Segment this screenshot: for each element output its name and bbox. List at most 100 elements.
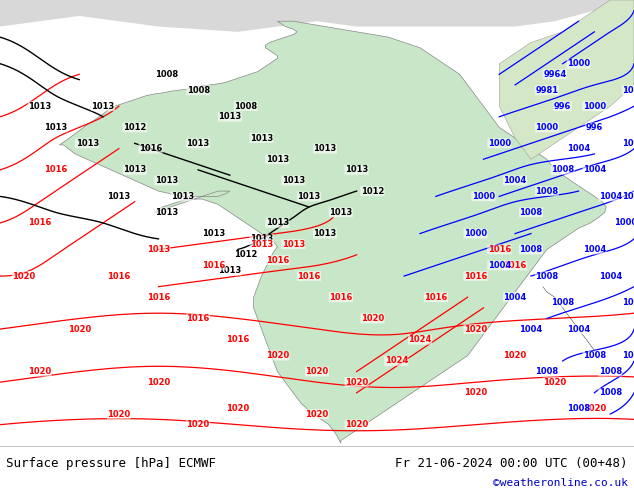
- Text: 1008: 1008: [623, 192, 634, 201]
- Text: 1020: 1020: [464, 324, 487, 334]
- Text: 1020: 1020: [226, 404, 249, 413]
- Text: 1013: 1013: [623, 86, 634, 95]
- Text: 1012: 1012: [234, 250, 257, 259]
- Text: 1013: 1013: [44, 123, 67, 132]
- Text: 1013: 1013: [155, 208, 178, 217]
- Text: 1004: 1004: [503, 293, 527, 302]
- Text: 1013: 1013: [281, 240, 305, 249]
- Text: 1013: 1013: [313, 229, 337, 238]
- Text: 1013: 1013: [250, 133, 273, 143]
- Text: 1013: 1013: [91, 101, 115, 111]
- Text: 1016: 1016: [107, 271, 131, 281]
- Text: 1016: 1016: [226, 335, 249, 344]
- Text: 1016: 1016: [139, 144, 162, 153]
- Text: 1020: 1020: [583, 404, 606, 413]
- Text: 1004: 1004: [583, 165, 606, 174]
- Text: 1008: 1008: [535, 271, 559, 281]
- Text: 1008: 1008: [583, 351, 606, 360]
- Text: 1008: 1008: [551, 298, 574, 307]
- Text: 1013: 1013: [218, 266, 242, 275]
- Text: 1013: 1013: [202, 229, 226, 238]
- Polygon shape: [500, 0, 634, 159]
- Text: 1013: 1013: [623, 139, 634, 148]
- Text: 1016: 1016: [464, 271, 487, 281]
- Text: 1020: 1020: [345, 378, 368, 387]
- Text: 1016: 1016: [503, 261, 527, 270]
- Text: 1020: 1020: [361, 314, 384, 323]
- Text: 1013: 1013: [147, 245, 170, 254]
- Text: 1008: 1008: [234, 101, 257, 111]
- Text: 1013: 1013: [218, 112, 242, 122]
- Text: 1013: 1013: [329, 208, 353, 217]
- Text: 1020: 1020: [28, 367, 51, 376]
- Text: 9981: 9981: [535, 86, 559, 95]
- Text: 1020: 1020: [464, 388, 487, 397]
- Text: 1000: 1000: [567, 59, 590, 68]
- Text: 1004: 1004: [567, 324, 590, 334]
- Text: 1008: 1008: [598, 388, 622, 397]
- Text: 1004: 1004: [519, 324, 543, 334]
- Text: 1013: 1013: [297, 192, 321, 201]
- Text: 1013: 1013: [107, 192, 131, 201]
- Text: 1012: 1012: [361, 187, 384, 196]
- Text: 1008: 1008: [535, 367, 559, 376]
- Text: 1000: 1000: [623, 351, 634, 360]
- Text: 1004: 1004: [488, 261, 511, 270]
- Text: 1013: 1013: [171, 192, 194, 201]
- Text: 1008: 1008: [535, 187, 559, 196]
- Text: 996: 996: [554, 101, 571, 111]
- Text: 1016: 1016: [424, 293, 448, 302]
- Text: 1020: 1020: [266, 351, 289, 360]
- Text: 1000: 1000: [614, 219, 634, 227]
- Text: 1016: 1016: [186, 314, 210, 323]
- Text: 1020: 1020: [107, 410, 131, 418]
- Text: 1013: 1013: [28, 101, 51, 111]
- Text: 1020: 1020: [345, 420, 368, 429]
- Text: 1000: 1000: [464, 229, 487, 238]
- Text: 1020: 1020: [186, 420, 210, 429]
- Text: 1013: 1013: [123, 165, 146, 174]
- Text: 1013: 1013: [75, 139, 99, 148]
- Text: 1016: 1016: [44, 165, 67, 174]
- Text: 1020: 1020: [147, 378, 170, 387]
- Polygon shape: [0, 0, 634, 32]
- Text: 1016: 1016: [147, 293, 170, 302]
- Text: 1004: 1004: [503, 176, 527, 185]
- Text: 1020: 1020: [306, 367, 328, 376]
- Text: 1013: 1013: [266, 155, 289, 164]
- Text: 1013: 1013: [313, 144, 337, 153]
- Polygon shape: [60, 21, 606, 443]
- Text: 1008: 1008: [567, 404, 590, 413]
- Text: 1024: 1024: [408, 335, 432, 344]
- Text: 1013: 1013: [281, 176, 305, 185]
- Text: 9964: 9964: [543, 70, 566, 79]
- Text: 1008: 1008: [519, 245, 543, 254]
- Text: 1016: 1016: [266, 256, 289, 265]
- Text: 1004: 1004: [583, 245, 606, 254]
- Text: 1013: 1013: [155, 176, 178, 185]
- Text: 1008: 1008: [551, 165, 574, 174]
- Text: 996: 996: [586, 123, 603, 132]
- Text: 1013: 1013: [266, 219, 289, 227]
- Text: 1008: 1008: [519, 208, 543, 217]
- Text: Fr 21-06-2024 00:00 UTC (00+48): Fr 21-06-2024 00:00 UTC (00+48): [395, 457, 628, 470]
- Text: 1013: 1013: [186, 139, 210, 148]
- Text: 1020: 1020: [503, 351, 527, 360]
- Text: 1013: 1013: [345, 165, 368, 174]
- Text: Surface pressure [hPa] ECMWF: Surface pressure [hPa] ECMWF: [6, 457, 216, 470]
- Text: 1008: 1008: [186, 86, 210, 95]
- Text: 1024: 1024: [385, 356, 408, 366]
- Text: 1013: 1013: [250, 234, 273, 244]
- Text: 1000: 1000: [583, 101, 606, 111]
- Text: 1020: 1020: [543, 378, 566, 387]
- Text: 1000: 1000: [472, 192, 495, 201]
- Text: 1016: 1016: [297, 271, 321, 281]
- Text: 1016: 1016: [202, 261, 226, 270]
- Text: 1008: 1008: [598, 367, 622, 376]
- Text: 1012: 1012: [123, 123, 146, 132]
- Text: 1013: 1013: [250, 240, 273, 249]
- Text: 1004: 1004: [598, 192, 622, 201]
- Text: 1016: 1016: [329, 293, 353, 302]
- Text: 1004: 1004: [598, 271, 622, 281]
- Text: 1020: 1020: [68, 324, 91, 334]
